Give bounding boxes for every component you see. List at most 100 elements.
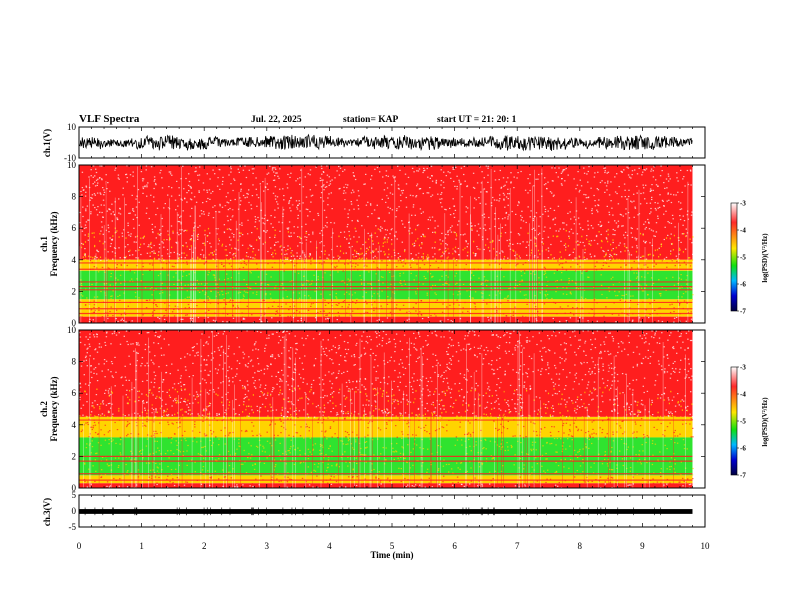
ch1-spectrogram-speckle bbox=[255, 218, 257, 220]
ch1-spectrogram-speckle bbox=[135, 241, 137, 243]
ch1-spectrogram-speckle bbox=[361, 282, 363, 284]
ch1-spectrogram-speckle bbox=[254, 216, 256, 218]
ch1-spectrogram-speckle bbox=[86, 205, 89, 207]
ch1-spectrogram-speckle bbox=[497, 218, 500, 220]
ch1-spectrogram-speckle bbox=[563, 169, 566, 171]
ch1-spectrogram-speckle bbox=[520, 170, 522, 173]
ch1-spectrogram-speckle bbox=[93, 266, 95, 268]
ch1-spectrogram-speckle bbox=[400, 200, 402, 202]
ch1-spectrogram-speckle bbox=[399, 282, 401, 284]
ch1-spectrogram-speckle bbox=[275, 172, 277, 174]
ch1-spectrogram-speckle bbox=[645, 226, 647, 229]
ch1-spectrogram-speckle bbox=[173, 266, 175, 268]
ch1-spectrogram-speckle bbox=[346, 238, 348, 240]
ch2-spectrogram-speckle bbox=[230, 368, 233, 370]
ch2-spectrogram-speckle bbox=[464, 338, 466, 340]
ch1-spectrogram-speckle bbox=[498, 263, 501, 265]
ch1-spectrogram-speckle bbox=[153, 201, 155, 203]
ch2-spectrogram-speckle bbox=[292, 379, 295, 381]
ch2-spectrogram-speckle bbox=[180, 357, 182, 360]
ch2-spectrogram-speckle bbox=[565, 358, 567, 360]
ch1-spectrogram-speckle bbox=[567, 212, 569, 214]
ch1-spectrogram-speckle bbox=[372, 257, 375, 259]
ch1-spectrogram-fleck bbox=[472, 252, 474, 254]
ch2-spectrogram-speckle bbox=[255, 348, 257, 350]
ch2-spectrogram-speckle bbox=[259, 395, 261, 398]
ch1-spectrogram-speckle bbox=[288, 201, 290, 203]
ch2-spectrogram-speckle bbox=[295, 343, 297, 345]
ch1-spectrogram-fleck bbox=[308, 259, 310, 261]
ch1-spectrogram-speckle bbox=[178, 187, 180, 189]
ch1-spectrogram-speckle bbox=[529, 174, 531, 176]
ch1-spectrogram-speckle bbox=[474, 253, 476, 255]
ch1-spectrogram-speckle bbox=[381, 227, 383, 229]
ch1-spectrogram-speckle bbox=[233, 253, 235, 255]
ch2-spectrogram-speckle bbox=[177, 369, 179, 371]
ch1-spectrogram-speckle bbox=[527, 192, 529, 194]
ch2-spectrogram-speckle bbox=[322, 379, 324, 381]
ch2-spectrogram-speckle bbox=[128, 355, 130, 357]
ch1-spectrogram-speckle bbox=[365, 173, 367, 175]
ch2-spectrogram-speckle bbox=[651, 399, 653, 401]
ch2-spectrogram-speckle bbox=[264, 347, 266, 349]
ch2-spectrogram-speckle bbox=[150, 359, 153, 361]
ch1-spectrogram-speckle bbox=[622, 215, 624, 217]
ch1-spectrogram-speckle bbox=[262, 299, 264, 301]
ch1-spectrogram-fleck bbox=[157, 254, 159, 256]
ch2-spectrogram-speckle bbox=[523, 364, 525, 366]
ch1-spectrogram-speckle bbox=[445, 175, 447, 177]
ch1-spectrogram-speckle bbox=[298, 297, 301, 299]
ch1-spectrogram-speckle bbox=[667, 234, 669, 236]
ch2-spectrogram-speckle bbox=[575, 401, 577, 403]
ch2-spectrogram-speckle bbox=[438, 403, 440, 405]
ch1-spectrogram-speckle bbox=[187, 284, 189, 286]
ch1-spectrogram-speckle bbox=[416, 170, 418, 172]
ch1-spectrogram-speckle bbox=[90, 211, 92, 213]
ch1-spectrogram-fleck bbox=[129, 249, 131, 252]
ch1-spectrogram-fleck bbox=[682, 251, 684, 253]
ch1-spectrogram-speckle bbox=[579, 316, 581, 318]
ch2-spectrogram-speckle bbox=[593, 387, 595, 389]
ch1-spectrogram-speckle bbox=[529, 216, 531, 218]
ch1-spectrogram-speckle bbox=[260, 209, 262, 211]
ch1-spectrogram-speckle bbox=[547, 210, 549, 212]
ch1-spectrogram-speckle bbox=[225, 245, 227, 247]
ch1-spectrogram-speckle bbox=[99, 211, 101, 213]
ch2-spectrogram-speckle bbox=[289, 366, 291, 368]
ch1-spectrogram-speckle bbox=[599, 221, 602, 223]
ch1-spectrogram-speckle bbox=[680, 202, 682, 204]
ch2-spectrogram-speckle bbox=[485, 346, 488, 349]
ch1-spectrogram-speckle bbox=[544, 294, 546, 296]
ch1-spectrogram-speckle bbox=[596, 261, 598, 263]
ch2-spectrogram-speckle bbox=[668, 411, 670, 413]
ch1-spectrogram-fleck bbox=[421, 243, 423, 245]
ch1-spectrogram-band-high bbox=[79, 165, 693, 260]
ch1-spectrogram-speckle bbox=[490, 205, 493, 207]
ch2-spectrogram-speckle bbox=[680, 347, 682, 349]
ch1-spectrogram-speckle bbox=[371, 213, 373, 215]
ch2-spectrogram-speckle bbox=[337, 372, 340, 374]
ch1-spectrogram-speckle bbox=[274, 236, 276, 238]
ch1-spectrogram-fleck bbox=[338, 235, 340, 238]
ch1-spectrogram-speckle bbox=[486, 303, 488, 305]
ch1-spectrogram-speckle bbox=[587, 181, 589, 183]
ch2-spectrogram-speckle bbox=[690, 379, 692, 381]
ch1-spectrogram-fleck bbox=[588, 240, 590, 243]
ch1-spectrogram-speckle bbox=[129, 270, 131, 272]
ch1-spectrogram-speckle bbox=[411, 214, 413, 216]
ch1-spectrogram-speckle bbox=[490, 202, 493, 204]
ch1-spectrogram-speckle bbox=[466, 246, 468, 248]
ch1-spectrogram-speckle bbox=[388, 259, 391, 261]
ch1-spectrogram-fleck bbox=[357, 258, 359, 261]
ch1-spectrogram-speckle bbox=[507, 216, 509, 218]
ch2-spectrogram-speckle bbox=[79, 341, 82, 344]
ch2-spectrogram-speckle bbox=[426, 402, 428, 405]
ch1-spectrogram-speckle bbox=[460, 167, 463, 169]
ch1-spectrogram-speckle bbox=[589, 253, 591, 255]
ch1-spectrogram-speckle bbox=[223, 231, 226, 233]
ch1-spectrogram-speckle bbox=[387, 197, 389, 199]
ch1-spectrogram-speckle bbox=[565, 246, 567, 248]
ch2-spectrogram-speckle bbox=[586, 387, 588, 389]
ch1-spectrogram-speckle bbox=[168, 186, 170, 188]
ch1-spectrogram-speckle bbox=[324, 272, 326, 274]
